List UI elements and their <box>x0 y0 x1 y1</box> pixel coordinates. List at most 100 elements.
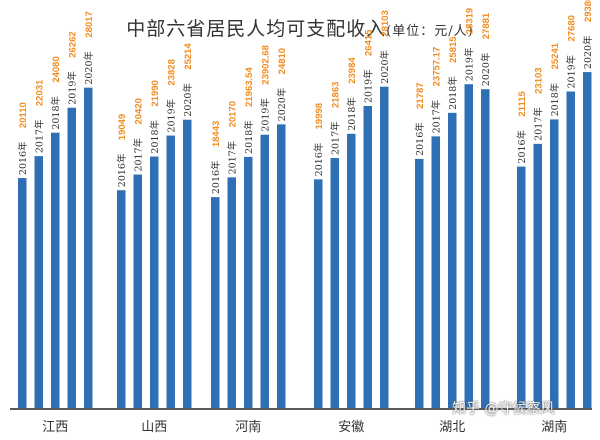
bar <box>380 86 389 409</box>
year-label: 2019年 <box>463 47 475 81</box>
unit-label: (单位：元/人) <box>386 24 474 39</box>
year-label: 2018年 <box>50 96 62 130</box>
title-text: 中部六省居民人均可支配收入 <box>126 18 387 40</box>
year-label: 2017年 <box>33 119 45 153</box>
value-label: 23902.68 <box>260 45 271 85</box>
year-label: 2017年 <box>226 140 238 174</box>
year-label: 2016年 <box>516 129 528 163</box>
year-label: 2019年 <box>66 71 78 105</box>
category-label: 湖北 <box>439 420 465 435</box>
category-label: 湖南 <box>541 419 567 435</box>
year-label: 2016年 <box>116 153 128 187</box>
value-label: 29380 <box>583 0 594 22</box>
year-label: 2019年 <box>165 98 177 132</box>
year-label: 2018年 <box>243 120 255 154</box>
value-label: 21787 <box>415 82 426 108</box>
year-label: 2017年 <box>532 107 544 141</box>
value-label: 25214 <box>183 43 194 70</box>
bar <box>150 156 159 408</box>
bar <box>34 156 43 408</box>
year-label: 2020年 <box>379 50 391 84</box>
year-label: 2020年 <box>480 52 492 86</box>
value-label: 23757.17 <box>431 47 442 87</box>
value-label: 20420 <box>133 98 144 124</box>
bar <box>314 179 323 408</box>
bar <box>260 134 269 408</box>
value-label: 23828 <box>166 59 177 85</box>
bar <box>415 158 424 408</box>
value-label: 27881 <box>481 12 492 39</box>
value-label: 21115 <box>517 90 528 116</box>
bar <box>67 107 76 409</box>
watermark: 知乎 @守候察风 <box>452 401 555 417</box>
year-label: 2016年 <box>17 141 29 175</box>
value-label: 23984 <box>347 57 358 84</box>
year-label: 2017年 <box>430 99 442 133</box>
bar <box>211 197 220 408</box>
bar <box>183 119 192 408</box>
bar <box>517 166 526 408</box>
year-label: 2020年 <box>582 35 594 69</box>
value-label: 27680 <box>566 15 577 41</box>
category-label: 山西 <box>141 420 167 435</box>
bar <box>533 143 542 408</box>
value-label: 26262 <box>67 31 78 57</box>
year-label: 2018年 <box>549 82 561 116</box>
bar <box>227 177 236 408</box>
year-label: 2019年 <box>259 98 271 132</box>
bar <box>117 190 126 408</box>
bar <box>583 72 592 408</box>
bar <box>464 84 473 409</box>
value-label: 22031 <box>34 79 45 106</box>
bar <box>330 158 339 408</box>
bar <box>566 91 575 408</box>
value-label: 21863 <box>330 82 341 108</box>
bar <box>244 156 253 408</box>
bar <box>277 124 286 409</box>
value-label: 24080 <box>51 56 62 82</box>
bar <box>431 136 440 409</box>
year-label: 2020年 <box>182 83 194 117</box>
year-label: 2020年 <box>276 87 288 121</box>
bar <box>481 89 490 408</box>
bar <box>18 178 27 408</box>
bar <box>347 133 356 408</box>
category-label: 江西 <box>42 420 68 435</box>
bar <box>448 112 457 408</box>
value-label: 20170 <box>227 101 238 127</box>
year-label: 2016年 <box>313 142 325 176</box>
value-label: 21963.54 <box>244 67 255 107</box>
value-label: 26415 <box>363 29 374 56</box>
year-label: 2017年 <box>329 121 341 155</box>
value-label: 18443 <box>211 121 222 147</box>
category-label: 河南 <box>235 419 261 435</box>
value-label: 23103 <box>533 67 544 93</box>
value-label: 19049 <box>117 114 128 140</box>
value-label: 28017 <box>84 11 95 37</box>
year-label: 2019年 <box>362 69 374 103</box>
bar <box>133 174 142 408</box>
bar <box>363 105 372 409</box>
category-label: 安徽 <box>338 420 364 435</box>
year-label: 2019年 <box>565 54 577 88</box>
year-label: 2020年 <box>83 50 95 84</box>
value-label: 25815 <box>448 36 459 63</box>
bar <box>550 119 559 409</box>
value-label: 20110 <box>18 102 29 128</box>
year-label: 2018年 <box>346 97 358 131</box>
bar <box>51 132 60 408</box>
value-label: 24810 <box>277 48 288 74</box>
value-label: 28103 <box>380 10 391 36</box>
chart-title: 中部六省居民人均可支配收入(单位：元/人) <box>0 14 600 41</box>
value-label: 25241 <box>550 42 561 69</box>
year-label: 2018年 <box>149 119 161 153</box>
value-label: 19998 <box>314 103 325 129</box>
year-label: 2016年 <box>414 122 426 156</box>
bar <box>84 87 93 408</box>
value-label: 28319 <box>464 8 475 34</box>
year-label: 2018年 <box>447 76 459 110</box>
year-label: 2016年 <box>210 160 222 194</box>
year-label: 2017年 <box>132 137 144 171</box>
value-label: 21990 <box>150 80 161 106</box>
